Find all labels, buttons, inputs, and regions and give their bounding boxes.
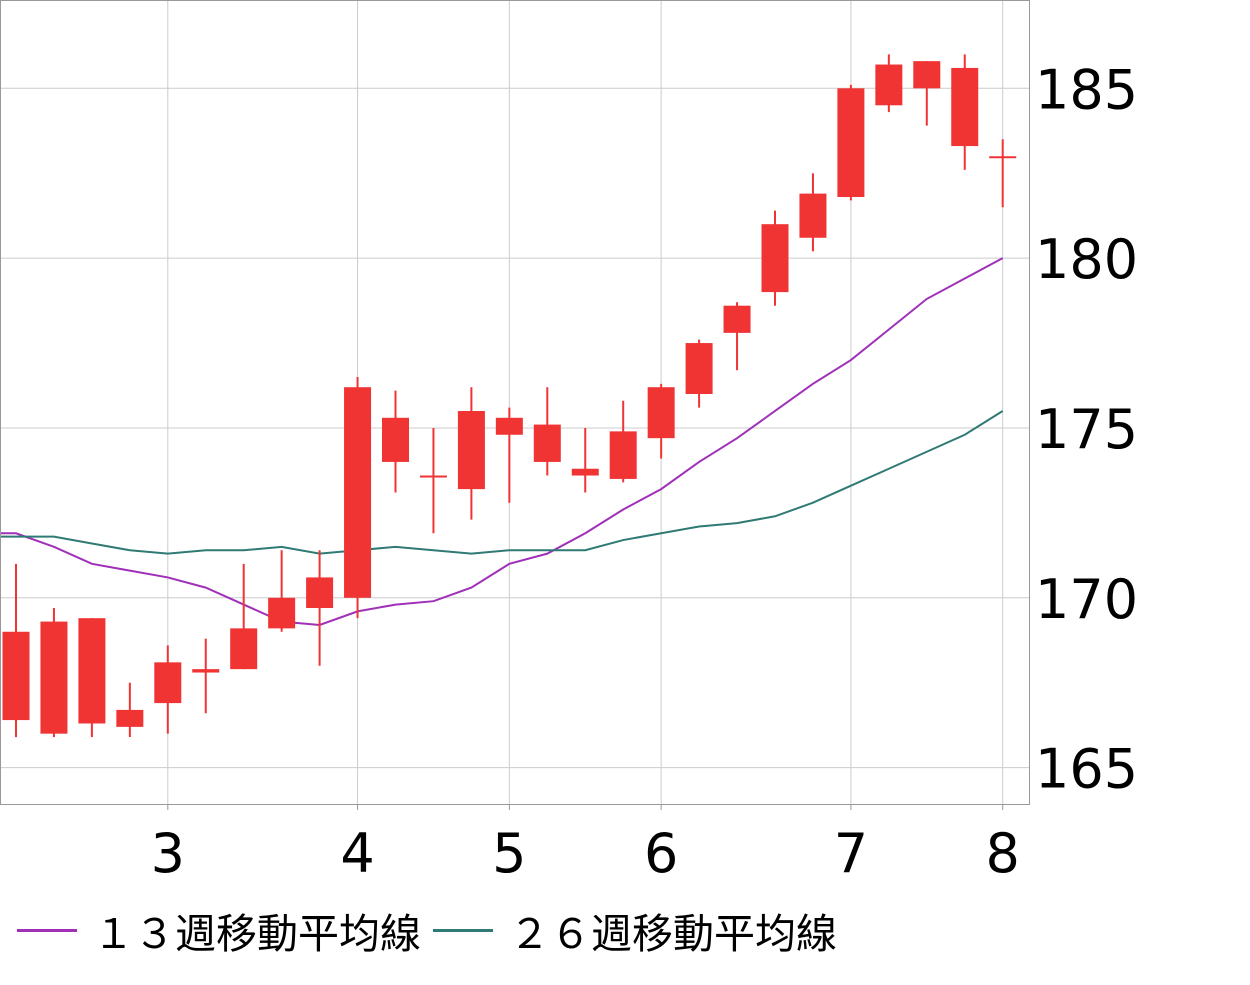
ma26-line: [0, 410, 1004, 555]
candle-body: [837, 88, 865, 198]
x-tick-label: 4: [340, 822, 374, 885]
candle-body: [268, 597, 296, 629]
x-tick-label: 6: [644, 822, 678, 885]
x-tick-label: 8: [986, 822, 1020, 885]
candle: [571, 427, 599, 493]
candle: [419, 427, 447, 534]
candle: [799, 173, 827, 252]
candle-body: [495, 417, 523, 435]
y-tick-label: 165: [1035, 738, 1138, 801]
candle-body: [116, 709, 144, 727]
candlestick-chart: 165 170 175 180 185 3 4 5 6 7 8: [0, 0, 1138, 885]
candle: [533, 387, 561, 476]
candle: [951, 54, 979, 170]
y-tick-label: 185: [1035, 58, 1138, 121]
grid: [0, 0, 1029, 810]
candle-body: [533, 424, 561, 462]
y-tick-label: 180: [1035, 228, 1138, 291]
legend: １３週移動平均線 ２６週移動平均線: [0, 900, 837, 960]
candle-body: [457, 410, 485, 490]
y-tick-label: 170: [1035, 568, 1138, 631]
x-axis-ticks: 3 4 5 6 7 8: [151, 822, 1020, 885]
candle-body: [78, 618, 106, 724]
candle: [268, 550, 296, 632]
legend-label-ma26: ２６週移動平均線: [509, 910, 837, 958]
candle-body: [913, 61, 941, 89]
candle-body: [875, 64, 903, 106]
candle: [989, 139, 1017, 208]
candle-body: [230, 628, 258, 670]
candle-body: [382, 417, 409, 462]
candle-body: [571, 468, 599, 476]
candle-body: [951, 67, 979, 147]
candle: [2, 563, 30, 738]
candle: [154, 645, 182, 734]
candle: [609, 400, 637, 483]
candle: [837, 84, 865, 201]
candle-body: [154, 662, 182, 704]
candle: [913, 61, 941, 126]
ma26-swatch: [433, 928, 493, 932]
candle: [875, 54, 903, 113]
candle-body: [647, 387, 675, 439]
moving-average-lines: [0, 257, 1004, 626]
legend-label-ma13: １３週移動平均線: [93, 910, 421, 958]
y-tick-label: 175: [1035, 398, 1138, 461]
candle-body: [761, 224, 789, 293]
candle-body: [40, 621, 68, 734]
y-axis-ticks: 165 170 175 180 185: [1035, 58, 1138, 800]
candle: [116, 682, 144, 738]
candle: [78, 618, 106, 738]
candle: [344, 377, 372, 619]
candle-body: [306, 577, 334, 608]
candle-body: [419, 475, 447, 478]
candle: [40, 607, 68, 738]
candle-body: [609, 431, 637, 479]
candle: [192, 638, 220, 714]
legend-item-ma13: １３週移動平均線: [0, 900, 421, 960]
x-tick-label: 5: [492, 822, 526, 885]
candle-body: [344, 387, 372, 598]
plot-frame: [0, 0, 1030, 805]
candle: [685, 339, 713, 408]
candle-body: [723, 305, 751, 333]
candle: [761, 210, 789, 306]
candle-body: [2, 631, 30, 721]
candle-body: [192, 669, 220, 673]
candles: [2, 54, 1017, 738]
candle: [457, 387, 485, 520]
candle: [495, 407, 523, 503]
candle-body: [685, 343, 713, 395]
candle-body: [989, 156, 1017, 159]
legend-item-ma26: ２６週移動平均線: [421, 900, 837, 960]
candle: [230, 563, 258, 670]
x-tick-label: 7: [834, 822, 868, 885]
candle: [306, 550, 334, 666]
candle-body: [799, 193, 827, 238]
ma13-line: [0, 257, 1004, 626]
ma13-swatch: [17, 928, 77, 932]
candle: [723, 302, 751, 371]
candle: [382, 390, 409, 493]
x-tick-label: 3: [151, 822, 185, 885]
candle: [647, 383, 675, 459]
